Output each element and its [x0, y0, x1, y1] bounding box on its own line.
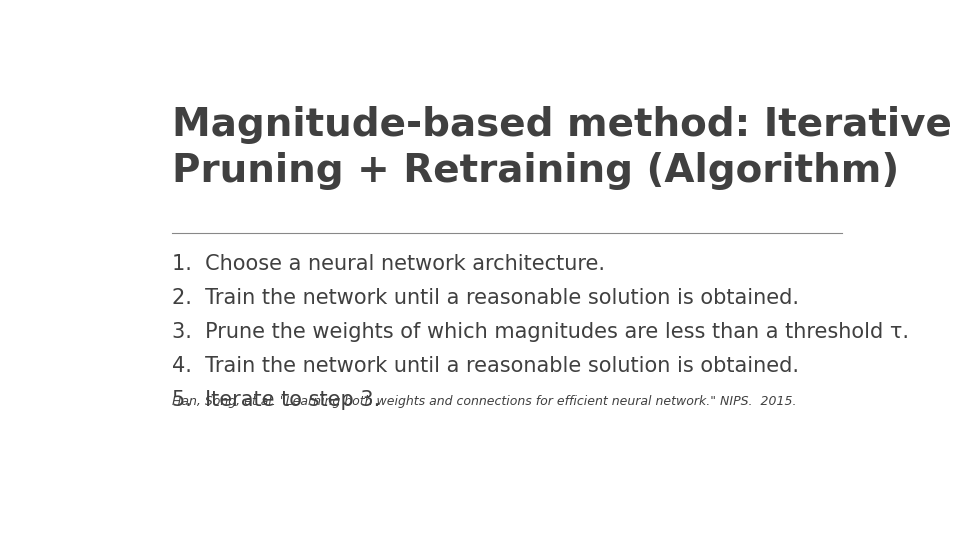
Text: 5.  Iterate to step 3.: 5. Iterate to step 3.	[172, 390, 380, 410]
Text: Magnitude-based method: Iterative
Pruning + Retraining (Algorithm): Magnitude-based method: Iterative Prunin…	[172, 106, 952, 190]
Text: Han, Song, et al. "Learning both weights and connections for efficient neural ne: Han, Song, et al. "Learning both weights…	[172, 395, 797, 408]
Text: 2.  Train the network until a reasonable solution is obtained.: 2. Train the network until a reasonable …	[172, 288, 799, 308]
Text: 4.  Train the network until a reasonable solution is obtained.: 4. Train the network until a reasonable …	[172, 356, 799, 376]
Text: 1.  Choose a neural network architecture.: 1. Choose a neural network architecture.	[172, 254, 605, 274]
Text: 3.  Prune the weights of which magnitudes are less than a threshold τ.: 3. Prune the weights of which magnitudes…	[172, 322, 909, 342]
Text: NETWORK COMPRESSION AND SPEEDUP: NETWORK COMPRESSION AND SPEEDUP	[381, 512, 579, 523]
Text: 19: 19	[919, 512, 931, 523]
